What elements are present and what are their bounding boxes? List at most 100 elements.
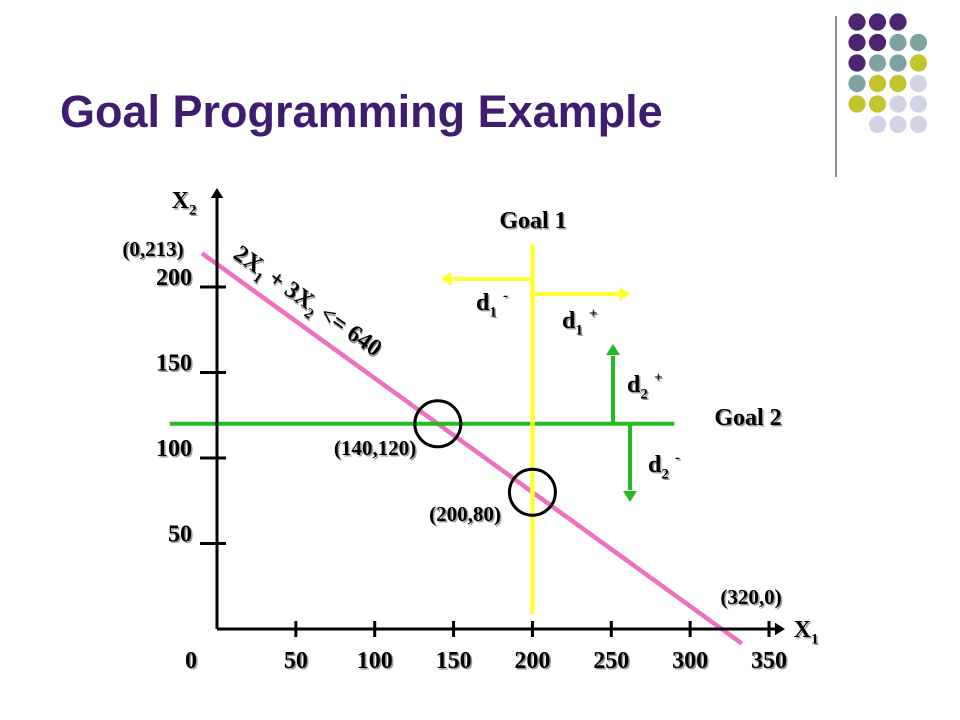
x-tick-label-150-shadow: 150 xyxy=(437,650,473,676)
d1-minus-label-sup-text: - xyxy=(503,288,508,304)
x-tick-label-300-shadow: 300 xyxy=(674,650,710,676)
x-tick-label-0-shadow: 0 xyxy=(187,650,199,676)
y-tick-label-150-shadow: 150 xyxy=(158,352,194,378)
x-tick-label-150-text: 150 xyxy=(436,648,472,674)
goal2-label-text: Goal 2 xyxy=(714,405,781,431)
decorative-dot xyxy=(889,95,907,113)
decorative-dot xyxy=(889,33,907,52)
d2-minus-label-shadow: d2 xyxy=(650,454,671,485)
circled-point-1 xyxy=(413,399,463,449)
x-tick-label-250-shadow: 250 xyxy=(595,650,631,676)
d1-minus-label-shadow: d1 xyxy=(478,292,499,323)
d2-minus-label-text: d2 xyxy=(648,452,669,483)
decorative-dot xyxy=(909,54,928,72)
annotation-1-text: (140,120) xyxy=(334,436,416,460)
decorative-dot xyxy=(889,13,907,31)
x-tick-label-250-text: 250 xyxy=(593,648,629,674)
y-tick-label-200-shadow: 200 xyxy=(158,267,194,293)
d1-plus-label-sup: ++ xyxy=(589,306,599,324)
decorative-dot xyxy=(848,54,866,72)
y-tick-label-200-text: 200 xyxy=(156,265,192,291)
d2-plus-label-text: d2 xyxy=(627,372,648,403)
decorative-dot xyxy=(889,74,907,93)
x-tick-label-50-text: 50 xyxy=(284,648,308,674)
y-axis-title-text: X2 xyxy=(172,188,197,219)
annotation-3-shadow: (320,0) xyxy=(722,587,783,611)
annotation-0-shadow: (0,213) xyxy=(124,239,185,263)
d1-minus-label-sup-shadow: - xyxy=(505,290,510,306)
decorative-dot xyxy=(848,13,866,31)
d2-minus-label-sup-shadow: - xyxy=(677,452,682,468)
annotation-0-text: (0,213) xyxy=(122,237,183,261)
x-tick-label-100-shadow: 100 xyxy=(358,650,394,676)
d1-plus-label-sup-shadow: + xyxy=(591,308,600,324)
annotation-1-shadow: (140,120) xyxy=(335,438,417,462)
x-axis-title-text: X1 xyxy=(794,617,819,648)
d1-minus-label-sup: -- xyxy=(503,288,510,306)
circled-point-2 xyxy=(507,467,557,517)
decorative-dot xyxy=(868,95,887,113)
y-tick-label-50-shadow: 50 xyxy=(170,523,194,549)
decorative-dot xyxy=(868,54,887,72)
decorative-dot xyxy=(868,13,887,31)
y-tick-label-100-text: 100 xyxy=(156,436,192,462)
annotation-2-text: (200,80) xyxy=(429,502,501,526)
x-tick-label-350-text: 350 xyxy=(751,648,787,674)
decorative-dot xyxy=(868,33,887,52)
decorative-dot-grid xyxy=(835,13,928,177)
decorative-dot xyxy=(848,95,866,113)
x-tick-label-50-shadow: 50 xyxy=(285,650,309,676)
d2-plus-label-shadow: d2 xyxy=(629,374,650,405)
decorative-dot xyxy=(909,33,928,52)
constraint-line xyxy=(200,251,744,646)
decorative-dot xyxy=(868,115,887,134)
slide-title: Goal Programming Example xyxy=(60,86,663,137)
x-axis-title-shadow: X1 xyxy=(795,619,820,650)
d1-plus-label-text: d1 xyxy=(562,308,583,339)
y-axis-title-shadow: X2 xyxy=(173,190,198,221)
y-tick-label-50-text: 50 xyxy=(168,522,192,548)
d1-minus-arrowhead xyxy=(440,272,452,286)
x-tick-label-300-text: 300 xyxy=(672,648,708,674)
decorative-dot xyxy=(889,54,907,72)
x-axis-arrowhead xyxy=(775,622,785,636)
annotation-3: (320,0)(320,0) xyxy=(720,585,783,611)
x-tick-label-0: 00 xyxy=(185,648,199,676)
annotation-1: (140,120)(140,120) xyxy=(334,436,418,462)
d2-plus-label-sup-shadow: + xyxy=(656,372,665,388)
y-tick-label-100-shadow: 100 xyxy=(158,438,194,464)
d2-minus-label-sup: -- xyxy=(675,450,682,468)
decorative-dot xyxy=(909,115,928,134)
decorative-dot xyxy=(909,74,928,93)
decorative-dot xyxy=(889,115,907,134)
d1-plus-label-sup-text: + xyxy=(589,306,598,322)
d1-plus-arrowhead xyxy=(619,287,631,301)
annotation-3-text: (320,0) xyxy=(720,585,781,609)
decorative-dot xyxy=(909,95,928,113)
x-tick-label-100-text: 100 xyxy=(357,648,393,674)
d1-plus-label-shadow: d1 xyxy=(564,310,585,341)
x-tick-label-0-text: 0 xyxy=(185,648,197,674)
y-axis-arrowhead xyxy=(210,188,224,198)
goal1-label-text: Goal 1 xyxy=(499,208,566,234)
x-tick-label-200-text: 200 xyxy=(514,648,550,674)
d2-plus-label-sup-text: + xyxy=(654,370,663,386)
x-tick-label-350-shadow: 350 xyxy=(753,650,789,676)
